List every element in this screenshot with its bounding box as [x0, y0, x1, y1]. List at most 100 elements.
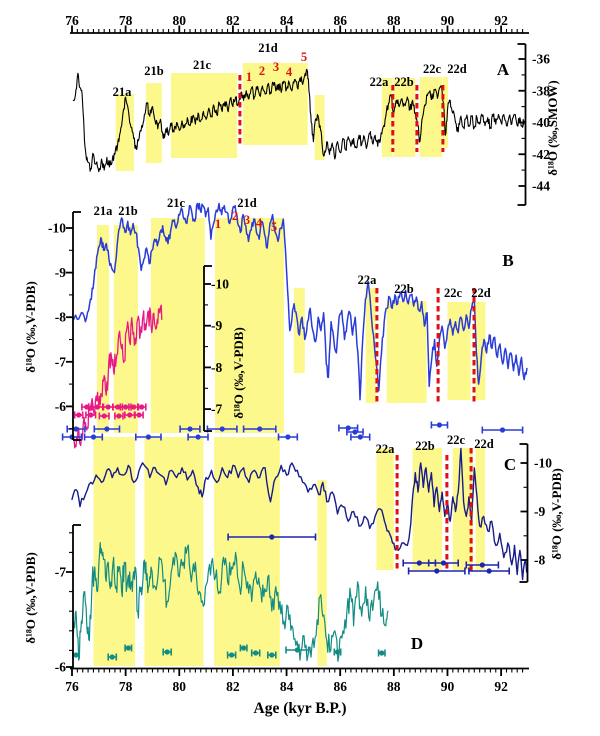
- x-tick-label-bottom: 88: [387, 679, 401, 694]
- x-tick-label-bottom: 82: [226, 679, 240, 694]
- panel-a-right-axis-tick-label: -44: [532, 179, 550, 194]
- highlight-band: [412, 448, 443, 570]
- axes: [66, 25, 529, 676]
- panel-letter-b: B: [502, 251, 513, 270]
- panel-b-left-axis-tick-label: -6: [55, 399, 66, 414]
- panel-b-inner-axis: [203, 265, 212, 432]
- highlight-band: [365, 288, 376, 403]
- error-bar: [85, 411, 97, 419]
- highlight-band: [475, 448, 485, 570]
- series-teal-curve-panel-d: [72, 541, 389, 662]
- error-bar: [333, 648, 342, 656]
- panel-c-right-axis: [519, 443, 529, 583]
- x-tick-label-top: 80: [173, 13, 187, 28]
- series-blue-curve-panel-b: [71, 202, 528, 401]
- error-bar: [73, 411, 84, 419]
- label-4: 4: [256, 216, 263, 230]
- panel-a-right-axis-tick-label: -38: [532, 83, 550, 98]
- x-tick-label-top: 86: [333, 13, 347, 28]
- error-bar: [407, 567, 466, 575]
- panel-b-inner-axis-tick-label: -8: [211, 360, 222, 375]
- error-bar: [134, 411, 144, 419]
- label-22b: 22b: [394, 282, 414, 296]
- error-bar: [465, 561, 500, 569]
- error-bar: [107, 653, 118, 661]
- error-bar: [135, 433, 162, 441]
- panel-c-right-axis-title: δ¹⁸O (‰,V-PDB): [549, 468, 564, 560]
- x-tick-label-top: 92: [494, 13, 508, 28]
- x-axis-title: Age (kyr B.P.): [254, 700, 347, 717]
- error-bar: [114, 412, 124, 420]
- label-22a: 22a: [370, 75, 390, 89]
- error-bar: [481, 426, 524, 434]
- panel-d-left-axis-title: δ¹⁸O (‰,V-PDB): [23, 552, 38, 644]
- x-tick-label-bottom: 78: [119, 679, 133, 694]
- highlight-band: [381, 78, 393, 157]
- label-1: 1: [246, 70, 252, 84]
- panel-a-right-axis-tick-label: -40: [532, 115, 550, 130]
- highlight-band: [144, 437, 204, 666]
- label-21a: 21a: [113, 85, 133, 99]
- highlight-band: [393, 78, 416, 157]
- error-bar: [285, 646, 310, 654]
- highlight-band: [113, 225, 138, 433]
- error-bar: [136, 403, 147, 411]
- panel-b-left-axis-tick-label: -10: [48, 221, 66, 236]
- label-21c: 21c: [193, 58, 212, 72]
- label-21d: 21d: [237, 196, 257, 210]
- label-22b: 22b: [394, 75, 414, 89]
- panel-b-left-axis-tick-label: -8: [55, 310, 66, 325]
- error-bar: [93, 425, 121, 433]
- error-bar: [227, 533, 317, 541]
- x-tick-label-bottom: 76: [65, 679, 79, 694]
- error-bar: [346, 428, 364, 436]
- label-5: 5: [301, 50, 307, 64]
- highlight-band: [452, 448, 473, 570]
- panel-b-inner-axis-tick-label: -10: [211, 277, 229, 292]
- x-tick-label-bottom: 84: [280, 679, 294, 694]
- x-tick-label-bottom: 90: [441, 679, 455, 694]
- series-black-curve-panel-a: [72, 68, 525, 173]
- error-bar: [430, 421, 449, 429]
- highlight-band: [115, 94, 134, 171]
- correlation-dashed-lines: [238, 75, 476, 573]
- label-1: 1: [215, 217, 221, 231]
- label-22c: 22c: [423, 62, 442, 76]
- error-bar: [377, 649, 386, 657]
- x-tick-label-top: 88: [387, 13, 401, 28]
- x-tick-label-top: 78: [119, 13, 133, 28]
- panel-c-right-axis-tick-label: -8: [534, 553, 545, 568]
- highlight-band: [442, 77, 449, 148]
- panel-b-left-axis: [66, 211, 81, 441]
- label-2: 2: [232, 209, 238, 223]
- panel-b-inner-axis-tick-label: -7: [211, 402, 222, 417]
- panel-letter-c: C: [504, 455, 516, 474]
- x-tick-label-bottom: 86: [333, 679, 347, 694]
- error-bar: [206, 425, 238, 433]
- panel-d-left-axis-tick-label: -7: [55, 565, 66, 580]
- panel-b-left-axis-title: δ¹⁸O (‰,V-PDB): [23, 281, 38, 373]
- panel-a-right-axis-title: δ¹⁸O (‰,SMOW): [545, 80, 560, 175]
- highlight-band: [475, 302, 486, 400]
- label-3: 3: [244, 213, 250, 227]
- series-pink-curve-panel-b: [72, 304, 163, 449]
- highlight-band: [215, 218, 284, 433]
- label-21c: 21c: [167, 196, 186, 210]
- error-bar: [427, 559, 460, 567]
- highlight-band: [146, 83, 162, 163]
- label-5: 5: [271, 220, 277, 234]
- label-22d: 22d: [474, 437, 494, 451]
- label-22d: 22d: [447, 62, 467, 76]
- highlight-band: [96, 225, 109, 433]
- panel-b-left-axis-tick-label: -9: [55, 265, 66, 280]
- error-bar: [350, 433, 371, 441]
- error-bar: [179, 425, 201, 433]
- label-4: 4: [286, 65, 293, 79]
- error-bar: [468, 567, 511, 575]
- error-bar: [226, 651, 237, 659]
- x-tick-label-top: 82: [226, 13, 240, 28]
- label-22d: 22d: [471, 286, 491, 300]
